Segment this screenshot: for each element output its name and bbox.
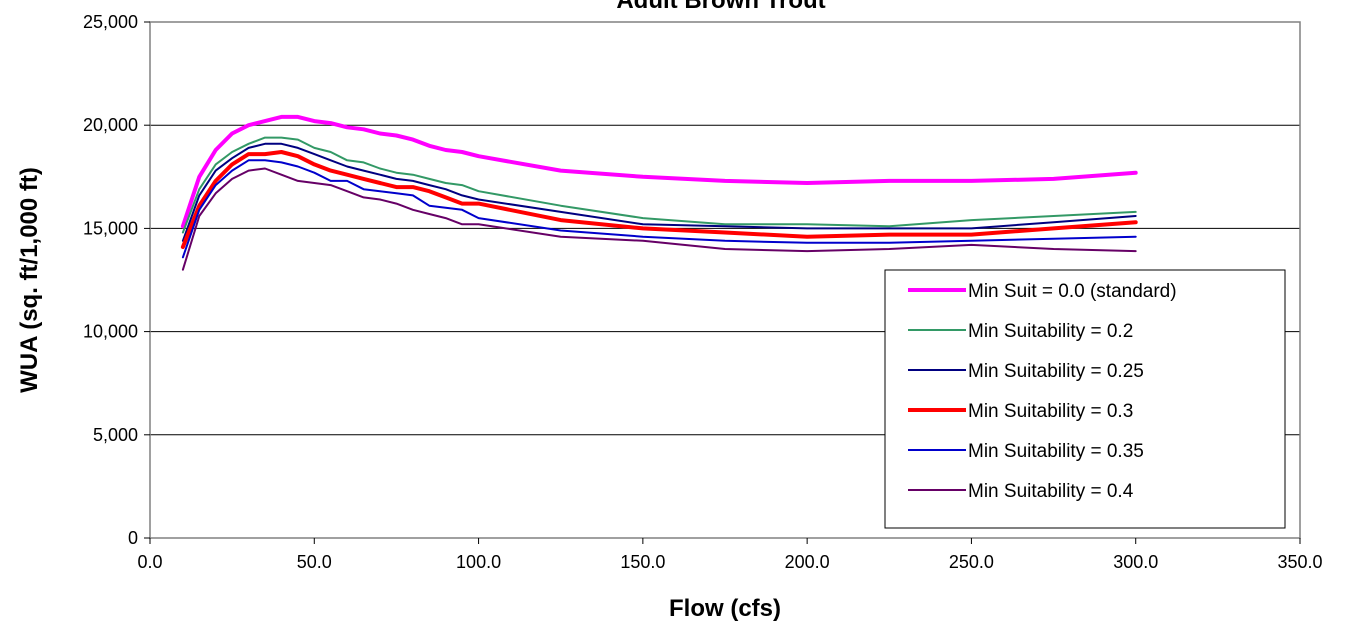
series-line-5 xyxy=(181,167,1137,271)
legend-label-3: Min Suitability = 0.3 xyxy=(968,401,1133,422)
y-axis-title: WUA (sq. ft/1,000 ft) xyxy=(16,167,43,393)
series-line-4 xyxy=(181,159,1137,259)
legend-label-4: Min Suitability = 0.35 xyxy=(968,441,1144,462)
x-tick-label: 300.0 xyxy=(1113,552,1158,572)
y-tick-label: 10,000 xyxy=(83,322,138,342)
legend-label-2: Min Suitability = 0.25 xyxy=(968,361,1144,382)
x-axis-ticks: 0.0 50.0 100.0 150.0 200.0 250.0 300.0 350.0 xyxy=(137,538,1323,572)
x-tick-label: 0.0 xyxy=(137,552,162,572)
x-axis-title: Flow (cfs) xyxy=(669,595,781,622)
series-line-2 xyxy=(181,142,1137,242)
legend-label-1: Min Suitability = 0.2 xyxy=(968,321,1133,342)
x-tick-label: 150.0 xyxy=(620,552,665,572)
series-line-3 xyxy=(180,150,1138,249)
series-line-0 xyxy=(180,114,1138,229)
x-tick-label: 250.0 xyxy=(949,552,994,572)
y-axis-ticks: 0 5,000 10,000 15,000 20,000 25,000 xyxy=(83,12,150,548)
legend-label-0: Min Suit = 0.0 (standard) xyxy=(968,281,1177,302)
chart-title: Adult Brown Trout xyxy=(616,0,825,14)
legend-label-5: Min Suitability = 0.4 xyxy=(968,481,1134,502)
x-tick-label: 350.0 xyxy=(1277,552,1322,572)
plot-area xyxy=(149,21,1301,539)
legend: Min Suit = 0.0 (standard) Min Suitability… xyxy=(884,269,1286,529)
y-tick-label: 5,000 xyxy=(93,425,138,445)
legend-box xyxy=(884,269,1286,529)
y-tick-label: 0 xyxy=(128,528,138,548)
y-tick-label: 15,000 xyxy=(83,218,138,238)
y-tick-label: 25,000 xyxy=(83,12,138,32)
x-tick-label: 100.0 xyxy=(456,552,501,572)
series-lines xyxy=(180,114,1138,271)
x-tick-label: 50.0 xyxy=(297,552,332,572)
x-tick-label: 200.0 xyxy=(785,552,830,572)
series-line-1 xyxy=(181,136,1137,234)
y-tick-label: 20,000 xyxy=(83,115,138,135)
